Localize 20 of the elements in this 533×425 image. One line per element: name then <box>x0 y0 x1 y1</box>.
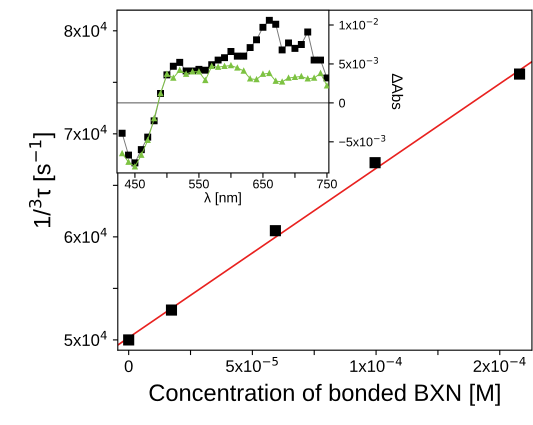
y-tick-label: 6x10$^{4}$ <box>64 228 107 243</box>
x-axis-title: Concentration of bonded BXN [M] <box>150 384 500 406</box>
x-tick-label: 0 <box>124 360 133 372</box>
y-tick-label: −5x10$^{−3}$ <box>339 134 386 146</box>
y-axis-title: ΔAbs <box>392 74 404 110</box>
y-tick-label: 5x10$^{4}$ <box>64 330 107 346</box>
x-tick-label: 2x10$^{−4}$ <box>474 357 526 372</box>
x-tick-label: 450 <box>124 180 145 188</box>
x-tick-label: 1x10$^{−4}$ <box>350 357 402 372</box>
x-tick-label: 650 <box>253 180 273 188</box>
x-tick-label: 550 <box>188 180 209 188</box>
y-axis-title: 1/$^{3}$τ [s$^{−1}$] <box>28 133 56 228</box>
x-axis-title: λ [nm] <box>204 192 241 206</box>
y-tick-label: 5x10$^{−3}$ <box>339 57 378 68</box>
y-tick-label: 1x10$^{−2}$ <box>340 18 378 30</box>
y-tick-label: 7x10$^{4}$ <box>64 124 107 140</box>
x-tick-label: 750 <box>317 180 337 188</box>
y-tick-label: 8x10$^{4}$ <box>64 22 107 37</box>
x-tick-label: 5x10$^{−5}$ <box>226 357 278 372</box>
y-tick-label: 0 <box>339 98 346 108</box>
